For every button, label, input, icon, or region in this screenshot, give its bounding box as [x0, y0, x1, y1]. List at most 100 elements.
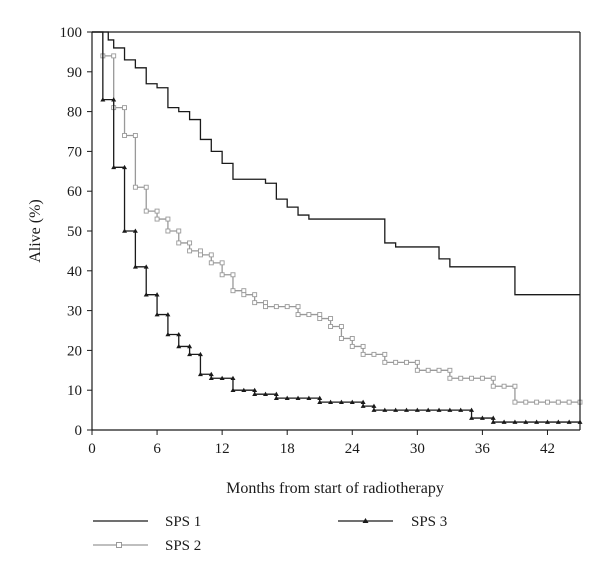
data-point [479, 415, 485, 420]
data-point [490, 419, 496, 424]
data-point [555, 399, 561, 405]
data-point [273, 391, 279, 396]
data-point [328, 324, 334, 329]
data-point [404, 359, 409, 365]
data-point [523, 419, 529, 424]
data-point [371, 403, 377, 408]
data-point [176, 331, 182, 337]
data-point [512, 383, 518, 389]
x-axis-title: Months from start of radiotherapy [226, 480, 444, 497]
data-point [425, 407, 431, 412]
data-point [111, 97, 117, 102]
data-point [566, 399, 572, 405]
data-point [295, 312, 301, 318]
legend-item-sps-1: SPS 1 [93, 514, 201, 530]
data-point [197, 371, 203, 377]
data-point [132, 133, 138, 138]
data-point [349, 343, 355, 349]
data-point [393, 407, 399, 412]
legend: SPS 1 SPS 2 SPS 3 [93, 514, 447, 554]
legend-label-sps-3: SPS 3 [411, 514, 447, 530]
data-point [512, 399, 518, 405]
data-point [122, 164, 128, 170]
y-tick-label: 0 [75, 423, 83, 439]
data-point [197, 351, 203, 357]
data-point [360, 399, 366, 404]
data-point [501, 419, 507, 424]
data-point [338, 336, 344, 341]
data-point [143, 184, 149, 190]
data-point [176, 240, 182, 246]
data-point [208, 252, 214, 258]
legend-label-sps-1: SPS 1 [165, 514, 201, 530]
data-point [436, 407, 442, 412]
data-point [143, 208, 149, 214]
data-point [197, 252, 203, 258]
data-point [187, 343, 193, 349]
data-point [490, 383, 496, 389]
data-point [534, 399, 540, 405]
data-point [165, 312, 171, 317]
data-point [230, 375, 236, 381]
data-point [317, 399, 323, 404]
data-point [252, 387, 258, 392]
data-point [154, 208, 160, 214]
data-point [382, 351, 388, 357]
series-sps-1 [92, 31, 580, 296]
series-sps-3 [92, 31, 583, 424]
data-point [263, 300, 268, 306]
data-point [566, 419, 572, 424]
data-point [165, 228, 171, 234]
data-point [328, 316, 334, 322]
legend-label-sps-2: SPS 2 [165, 538, 201, 554]
data-point [154, 312, 160, 317]
data-point [263, 391, 269, 396]
data-point [100, 97, 106, 102]
data-point [273, 395, 279, 400]
data-point [360, 351, 366, 357]
data-point [208, 371, 214, 377]
data-point [230, 272, 236, 278]
y-tick-label: 20 [67, 343, 82, 359]
data-point [263, 304, 268, 310]
data-point [295, 304, 301, 310]
data-point [360, 403, 366, 408]
series-line-sps-3 [92, 31, 580, 423]
data-point [382, 359, 388, 365]
data-point [154, 216, 160, 222]
data-point [512, 419, 518, 424]
y-tick-label: 10 [67, 383, 82, 399]
data-point [295, 395, 301, 400]
y-tick-label: 70 [67, 144, 82, 160]
data-point [208, 375, 214, 381]
data-point [544, 419, 550, 424]
data-point [187, 248, 193, 254]
data-point [479, 375, 485, 381]
data-point [252, 391, 258, 396]
data-point [284, 395, 290, 400]
data-point [490, 375, 496, 381]
y-tick-label: 50 [67, 224, 82, 240]
data-point [414, 407, 420, 412]
data-point [328, 399, 334, 404]
data-point [338, 399, 344, 404]
series-layer [92, 31, 583, 424]
data-point [458, 407, 464, 412]
x-tick-label: 0 [88, 441, 96, 457]
data-point [252, 300, 258, 306]
y-tick-label: 30 [67, 304, 82, 320]
y-tick-label: 40 [67, 264, 82, 280]
data-point [414, 367, 420, 373]
data-point [501, 383, 507, 389]
data-point [425, 367, 431, 373]
data-point [469, 407, 475, 412]
data-point [447, 407, 453, 412]
series-line-sps-1 [92, 31, 580, 296]
x-tick-label: 6 [153, 441, 161, 457]
y-tick-label: 60 [67, 184, 82, 200]
x-tick-label: 42 [540, 441, 555, 457]
axes-layer: 0 10 20 30 40 50 60 70 80 90 100 0 6 12 18 24 30 36 42 [60, 25, 581, 457]
data-point [197, 248, 203, 254]
data-point [111, 53, 117, 59]
data-point [143, 292, 149, 297]
